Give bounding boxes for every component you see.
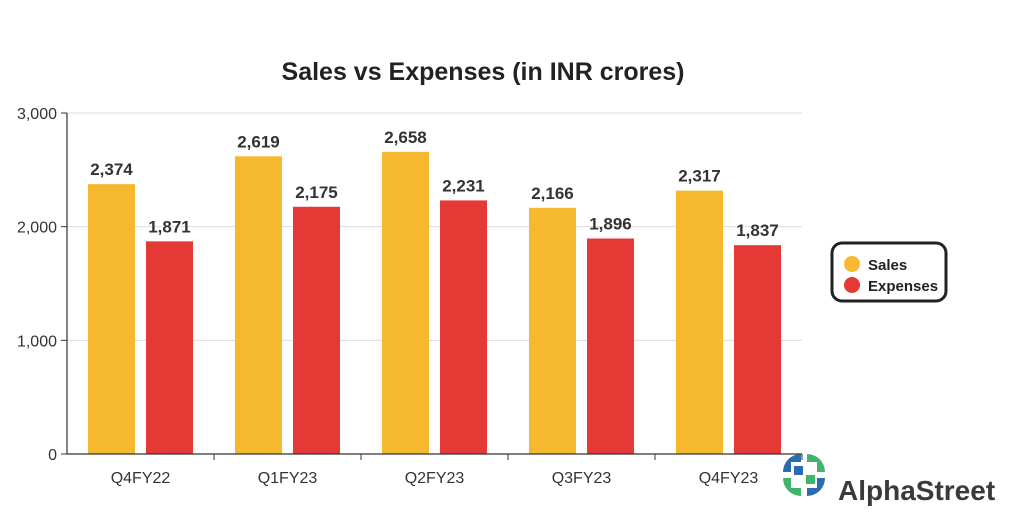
data-label-expenses-q3fy23: 1,896 [589, 214, 632, 233]
brand-logo: AlphaStreet [783, 454, 995, 506]
data-label-expenses-q4fy23: 1,837 [736, 221, 779, 240]
bar-expenses-q4fy23 [734, 245, 781, 454]
x-tick-label: Q4FY23 [699, 470, 759, 487]
bar-sales-q1fy23 [235, 156, 282, 454]
legend-swatch-expenses [844, 277, 860, 293]
data-label-expenses-q1fy23: 2,175 [295, 183, 338, 202]
alphastreet-logo-icon [783, 454, 825, 496]
bars [88, 151, 781, 454]
data-label-sales-q4fy23: 2,317 [678, 167, 721, 186]
bar-expenses-q1fy23 [293, 206, 340, 454]
x-tick-label: Q4FY22 [111, 470, 171, 487]
x-tick-label: Q3FY23 [552, 470, 612, 487]
chart-title: Sales vs Expenses (in INR crores) [282, 58, 685, 86]
data-label-expenses-q4fy22: 1,871 [148, 217, 191, 236]
legend-box [830, 241, 948, 303]
data-label-sales-q3fy23: 2,166 [531, 184, 574, 203]
bar-expenses-q4fy22 [146, 241, 193, 454]
x-tick-label: Q1FY23 [258, 470, 318, 487]
legend-label-sales: Sales [868, 257, 907, 274]
bar-expenses-q2fy23 [440, 200, 487, 454]
y-tick-label: 2,000 [17, 220, 57, 237]
brand-name: AlphaStreet [838, 475, 995, 506]
data-label-sales-q4fy22: 2,374 [90, 160, 133, 179]
bar-sales-q2fy23 [382, 151, 429, 454]
data-label-sales-q1fy23: 2,619 [237, 132, 280, 151]
legend-swatch-sales [844, 256, 860, 272]
y-tick-label: 1,000 [17, 333, 57, 350]
x-tick-label: Q2FY23 [405, 470, 465, 487]
bar-sales-q4fy22 [88, 184, 135, 454]
data-label-expenses-q2fy23: 2,231 [442, 176, 485, 195]
legend-label-expenses: Expenses [868, 278, 938, 295]
data-labels: 2,374 1,871 2,619 2,175 2,658 2,231 2,166 1,896… [90, 128, 779, 240]
legend: Sales Expenses [830, 241, 948, 303]
bar-sales-q3fy23 [529, 207, 576, 454]
bar-sales-q4fy23 [676, 190, 723, 454]
y-tick-label: 3,000 [17, 106, 57, 123]
axes: 0 1,000 2,000 3,000 Q4FY22 Q1FY23 Q2FY23 Q3FY23… [17, 106, 803, 487]
bar-expenses-q3fy23 [587, 238, 634, 454]
data-label-sales-q2fy23: 2,658 [384, 128, 427, 147]
y-tick-label: 0 [48, 447, 57, 464]
